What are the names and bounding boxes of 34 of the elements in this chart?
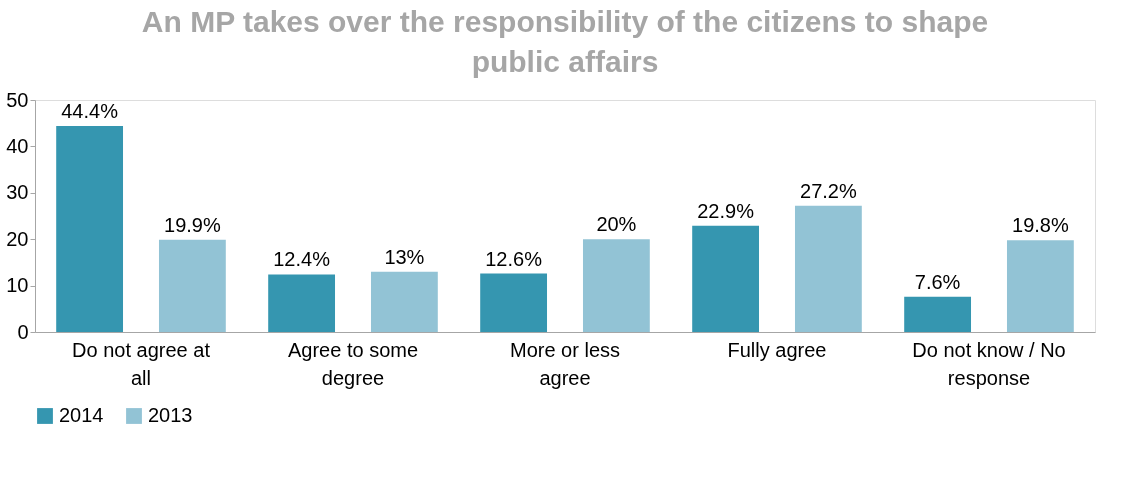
bar <box>904 296 972 332</box>
legend-label: 2013 <box>148 404 193 426</box>
bar <box>370 271 438 332</box>
y-tick-label: 40 <box>6 134 29 157</box>
legend-label: 2014 <box>59 404 104 426</box>
bar <box>692 225 760 332</box>
y-tick-label: 20 <box>6 227 29 250</box>
data-label: 13% <box>384 245 425 268</box>
chart-title: An MP takes over the responsibility of the citizens to shape public affairs <box>141 5 989 78</box>
data-label: 44.4% <box>61 99 119 122</box>
bar <box>1006 240 1074 332</box>
x-tick-label: Agree to some degree <box>287 338 419 389</box>
bar <box>56 125 124 332</box>
x-tick-label: Do not agree at all <box>72 338 211 389</box>
bar <box>480 273 548 332</box>
x-tick-label: Fully agree <box>727 338 827 361</box>
x-tick-label: Do not know / No response <box>912 338 1066 389</box>
data-label: 12.6% <box>485 247 543 270</box>
data-label: 7.6% <box>914 270 961 293</box>
data-label: 20% <box>596 213 637 236</box>
data-label: 12.4% <box>273 248 331 271</box>
data-label: 22.9% <box>697 199 755 222</box>
y-tick-label: 10 <box>6 274 29 297</box>
bar <box>268 274 336 332</box>
x-tick-label: More or less agree <box>509 338 621 389</box>
y-tick-label: 30 <box>6 181 29 204</box>
data-label: 27.2% <box>800 179 857 202</box>
y-tick-label: 50 <box>6 88 29 111</box>
data-label: 19.9% <box>164 213 221 236</box>
bar <box>582 239 650 332</box>
bar <box>158 239 226 332</box>
bar <box>794 205 862 332</box>
y-tick-label: 0 <box>17 320 29 343</box>
data-label: 19.8% <box>1012 214 1069 237</box>
